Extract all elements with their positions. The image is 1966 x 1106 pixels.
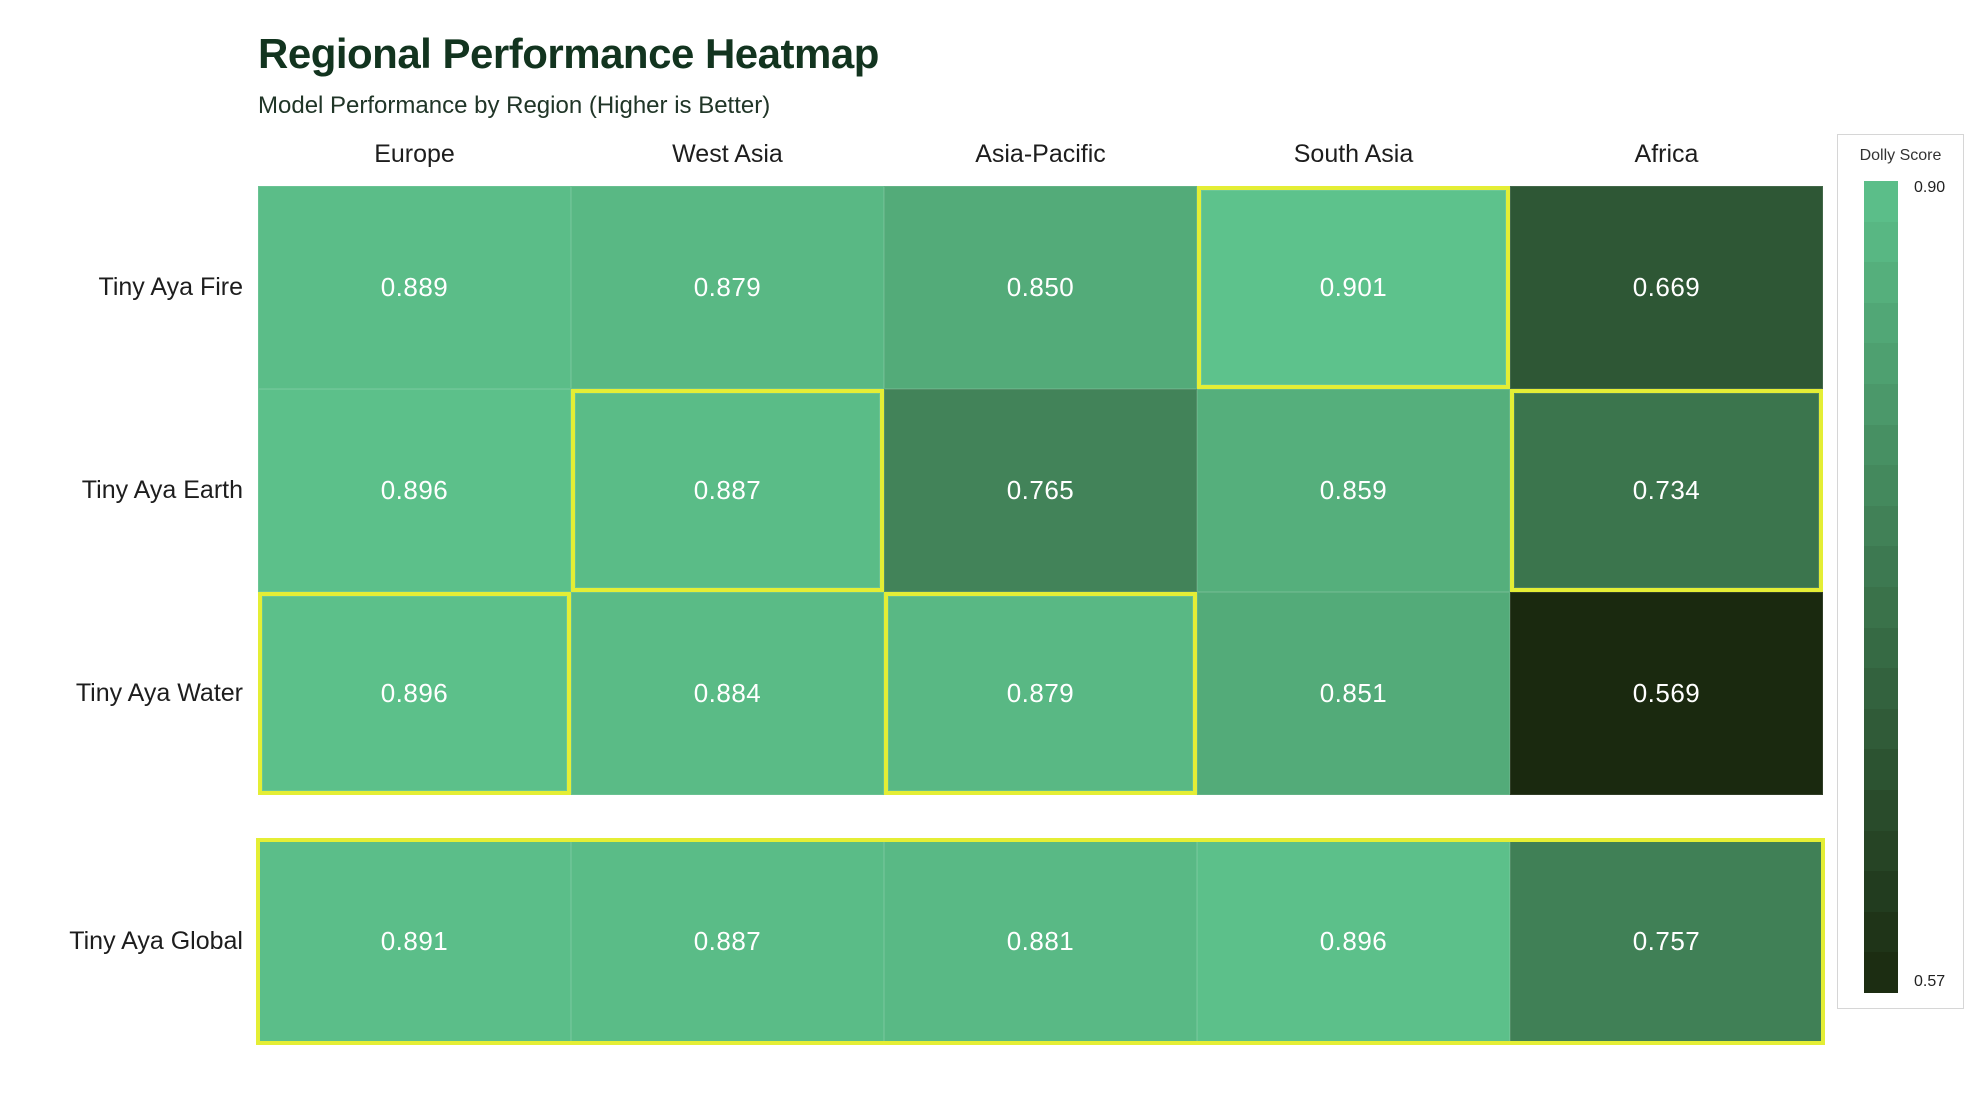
heatmap-cell: 0.901 (1197, 186, 1510, 389)
row-label: Tiny Aya Earth (81, 475, 243, 504)
legend-colorbar (1864, 181, 1898, 993)
heatmap-cell: 0.734 (1510, 389, 1823, 592)
heatmap-cell: 0.859 (1197, 389, 1510, 592)
heatmap-cell: 0.879 (571, 186, 884, 389)
colorbar-band (1864, 505, 1898, 547)
colorbar-band (1864, 668, 1898, 709)
colorbar-band (1864, 221, 1898, 263)
chart-title: Regional Performance Heatmap (258, 30, 879, 77)
colorbar-band (1864, 546, 1898, 587)
legend-min-label: 0.57 (1914, 973, 1946, 990)
heatmap-cell: 0.887 (571, 840, 884, 1043)
colorbar-band (1864, 749, 1898, 790)
row-label: Tiny Aya Global (69, 926, 243, 955)
colorbar-band (1864, 952, 1898, 993)
column-header: West Asia (672, 140, 783, 168)
colorbar-band (1864, 708, 1898, 750)
heatmap-cell: 0.879 (884, 592, 1197, 795)
heatmap-cell: 0.881 (884, 840, 1197, 1043)
heatmap-cell: 0.669 (1510, 186, 1823, 389)
heatmap-cell: 0.896 (258, 389, 571, 592)
colorbar-band (1864, 830, 1898, 872)
chart-subtitle: Model Performance by Region (Higher is B… (258, 92, 771, 119)
legend-title: Dolly Score (1859, 147, 1942, 164)
column-header: Africa (1634, 140, 1699, 168)
colorbar-band (1864, 871, 1898, 912)
colorbar-band (1864, 465, 1898, 506)
heatmap-cell: 0.757 (1510, 840, 1823, 1043)
heatmap-cell: 0.891 (258, 840, 571, 1043)
row-label: Tiny Aya Water (75, 678, 243, 707)
column-header: Europe (374, 140, 455, 168)
colorbar-band (1864, 262, 1898, 303)
heatmap-cell: 0.850 (884, 186, 1197, 389)
heatmap-cell: 0.887 (571, 389, 884, 592)
colorbar-band (1864, 586, 1898, 628)
colorbar-band (1864, 627, 1898, 669)
legend-max-label: 0.90 (1914, 179, 1946, 196)
heatmap-cell: 0.884 (571, 592, 884, 795)
colorbar-band (1864, 383, 1898, 425)
column-header: Asia-Pacific (975, 140, 1106, 168)
legend: Dolly Score 0.90 0.57 (1837, 134, 1964, 1009)
heatmap-cell: 0.896 (258, 592, 571, 795)
heatmap-cell: 0.765 (884, 389, 1197, 592)
heatmap-cell: 0.851 (1197, 592, 1510, 795)
row-label: Tiny Aya Fire (98, 272, 244, 301)
heatmap-cell: 0.896 (1197, 840, 1510, 1043)
colorbar-band (1864, 302, 1898, 344)
colorbar-band (1864, 343, 1898, 384)
heatmap-cell: 0.569 (1510, 592, 1823, 795)
colorbar-band (1864, 181, 1898, 222)
column-header: South Asia (1293, 140, 1414, 168)
colorbar-band (1864, 424, 1898, 466)
colorbar-band (1864, 911, 1898, 953)
heatmap-cell: 0.889 (258, 186, 571, 389)
colorbar-band (1864, 789, 1898, 831)
